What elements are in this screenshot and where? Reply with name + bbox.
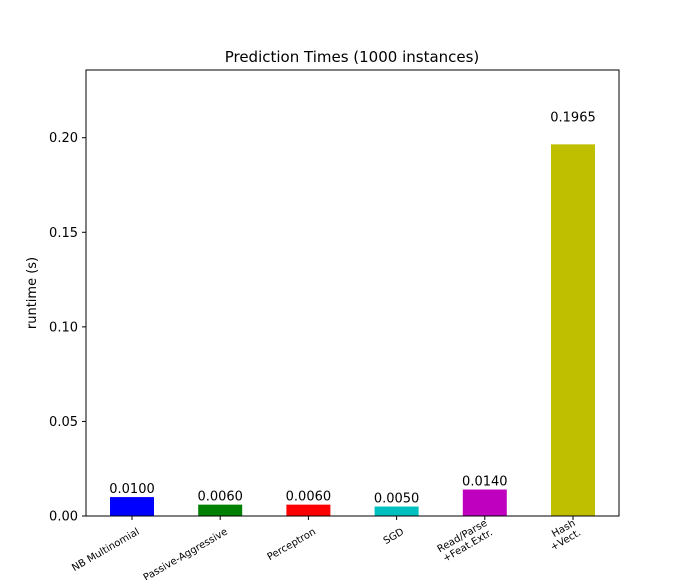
y-tick-label: 0.05 — [49, 415, 78, 430]
bar — [374, 506, 419, 516]
y-tick-label: 0.10 — [49, 320, 78, 335]
x-tick-label-line: Perceptron — [266, 527, 318, 564]
bar — [551, 144, 595, 517]
x-tick-label: Hash+Vect. — [543, 518, 583, 554]
y-tick-label: 0.00 — [49, 510, 78, 525]
bar-value-label: 0.0140 — [462, 475, 508, 490]
x-tick-label: Perceptron — [266, 527, 318, 564]
bar-value-label: 0.1965 — [550, 110, 596, 125]
bar-value-label: 0.0060 — [286, 490, 332, 505]
x-tick-label: Passive-Aggressive — [142, 527, 230, 580]
x-tick-label-line: NB Multinomial — [70, 527, 141, 574]
bar-value-label: 0.0050 — [374, 492, 420, 507]
x-tick-label-line: Passive-Aggressive — [142, 527, 230, 580]
x-tick-label: Read/Parse+Feat.Extr. — [436, 518, 495, 565]
bar-value-label: 0.0100 — [109, 482, 155, 497]
y-tick-label: 0.15 — [49, 226, 78, 241]
bar — [286, 504, 331, 516]
x-tick-label: NB Multinomial — [70, 527, 141, 574]
y-axis-label: runtime (s) — [25, 257, 40, 329]
axes-frame — [85, 69, 620, 517]
x-tick-label: SGD — [382, 526, 407, 547]
chart-title: Prediction Times (1000 instances) — [225, 48, 480, 66]
bar — [110, 497, 154, 516]
plot-area: 0.0100 0.0060 0.0060 0.0050 0.0140 0.1965 0.00… — [49, 69, 620, 580]
bar-value-label: 0.0060 — [197, 490, 243, 505]
y-tick-label: 0.20 — [49, 131, 78, 146]
bar — [462, 489, 507, 516]
x-tick-label-line: SGD — [382, 526, 407, 547]
bar — [198, 504, 243, 516]
